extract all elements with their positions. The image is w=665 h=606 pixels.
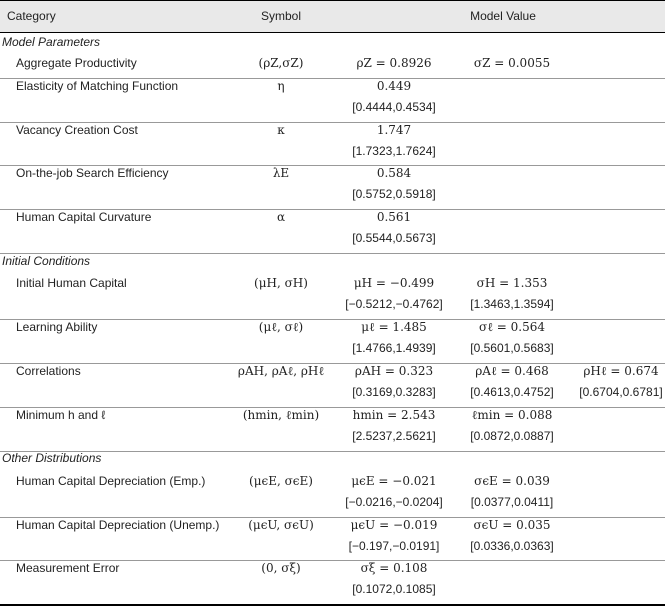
bottom-rule	[0, 604, 665, 606]
row-confidence-interval: [0.6704,0.6781]	[579, 385, 663, 399]
table-header	[0, 0, 665, 32]
row-confidence-interval: [0.0377,0.0411]	[470, 495, 554, 509]
row-confidence-interval: [0.0336,0.0363]	[470, 539, 554, 553]
row-confidence-interval: [1.4766,1.4939]	[352, 341, 436, 355]
row-symbol: (μH, σH)	[254, 276, 308, 290]
row-value: σℓ = 0.564	[479, 320, 545, 334]
row-divider	[0, 451, 665, 452]
row-label: Human Capital Curvature	[16, 210, 152, 224]
header-category: Category	[7, 9, 56, 23]
row-value: σξ = 0.108	[360, 561, 428, 575]
section-title: Other Distributions	[2, 451, 102, 465]
row-value: μϵU = −0.019	[350, 518, 438, 532]
row-divider	[0, 560, 665, 561]
row-confidence-interval: [−0.197,−0.0191]	[348, 539, 440, 553]
row-confidence-interval: [0.3169,0.3283]	[352, 385, 436, 399]
row-divider	[0, 165, 665, 166]
row-value: μH = −0.499	[353, 276, 435, 290]
row-value: ρHℓ = 0.674	[583, 364, 659, 378]
row-confidence-interval: [1.7323,1.7624]	[352, 144, 436, 158]
row-symbol: ρAH, ρAℓ, ρHℓ	[237, 364, 325, 378]
row-confidence-interval: [0.4444,0.4534]	[352, 100, 436, 114]
row-label: Measurement Error	[16, 561, 120, 575]
row-confidence-interval: [0.0872,0.0887]	[470, 429, 554, 443]
row-symbol: η	[277, 79, 285, 93]
row-value: σϵU = 0.035	[473, 518, 551, 532]
row-value: σZ = 0.0055	[473, 56, 551, 70]
header-model-value: Model Value	[470, 9, 536, 23]
row-confidence-interval: [1.3463,1.3594]	[470, 297, 554, 311]
row-symbol: κ	[277, 123, 285, 137]
row-label: Minimum h and ℓ	[16, 408, 106, 422]
row-value: hmin = 2.543	[352, 408, 436, 422]
row-label: Aggregate Productivity	[16, 56, 137, 70]
row-symbol: (0, σξ)	[261, 561, 301, 575]
row-value: μϵE = −0.021	[351, 474, 437, 488]
row-confidence-interval: [0.1072,0.1085]	[352, 582, 436, 596]
row-confidence-interval: [0.5752,0.5918]	[352, 187, 436, 201]
row-label: Human Capital Depreciation (Emp.)	[16, 474, 206, 488]
row-label: Learning Ability	[16, 320, 98, 334]
row-value: ρAH = 0.323	[354, 364, 434, 378]
row-divider	[0, 517, 665, 518]
header-rule	[0, 32, 665, 33]
section-title: Initial Conditions	[2, 254, 91, 268]
row-divider	[0, 253, 665, 254]
row-label: Elasticity of Matching Function	[16, 79, 179, 93]
row-symbol: (μℓ, σℓ)	[258, 320, 304, 334]
row-divider	[0, 319, 665, 320]
row-label: Vacancy Creation Cost	[16, 123, 138, 137]
row-symbol: (μϵU, σϵU)	[248, 518, 314, 532]
row-symbol: λE	[272, 166, 290, 180]
row-divider	[0, 122, 665, 123]
row-label: On-the-job Search Efficiency	[16, 166, 169, 180]
section-title: Model Parameters	[2, 35, 101, 49]
row-confidence-interval: [0.5544,0.5673]	[352, 231, 436, 245]
row-divider	[0, 78, 665, 79]
row-value: σH = 1.353	[476, 276, 548, 290]
row-value: 1.747	[376, 123, 412, 137]
row-symbol: (ρZ,σZ)	[258, 56, 304, 70]
row-value: ℓmin = 0.088	[471, 408, 553, 422]
row-symbol: (μϵE, σϵE)	[249, 474, 313, 488]
row-confidence-interval: [−0.0216,−0.0204]	[345, 495, 443, 509]
row-divider	[0, 209, 665, 210]
row-value: ρAℓ = 0.468	[475, 364, 549, 378]
row-label: Initial Human Capital	[16, 276, 127, 290]
row-value: ρZ = 0.8926	[356, 56, 432, 70]
top-rule	[0, 0, 665, 1]
row-confidence-interval: [0.4613,0.4752]	[470, 385, 554, 399]
row-value: 0.449	[376, 79, 412, 93]
row-value: 0.584	[376, 166, 412, 180]
row-value: σϵE = 0.039	[474, 474, 550, 488]
row-value: μℓ = 1.485	[361, 320, 427, 334]
row-divider	[0, 407, 665, 408]
row-value: 0.561	[376, 210, 412, 224]
row-symbol: (hmin, ℓmin)	[242, 408, 320, 422]
row-confidence-interval: [2.5237,2.5621]	[352, 429, 436, 443]
row-symbol: α	[276, 210, 286, 224]
row-confidence-interval: [0.5601,0.5683]	[470, 341, 554, 355]
row-confidence-interval: [−0.5212,−0.4762]	[345, 297, 443, 311]
row-label: Human Capital Depreciation (Unemp.)	[16, 518, 220, 532]
header-symbol: Symbol	[260, 9, 302, 23]
row-label: Correlations	[16, 364, 81, 378]
row-divider	[0, 363, 665, 364]
